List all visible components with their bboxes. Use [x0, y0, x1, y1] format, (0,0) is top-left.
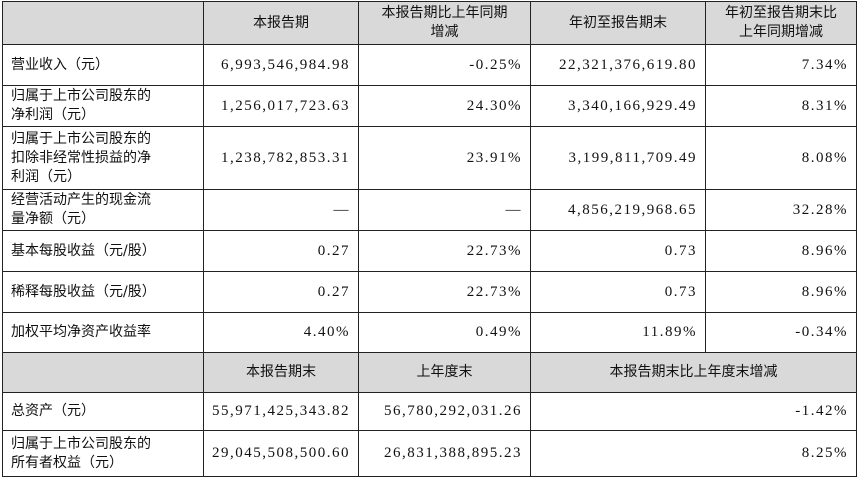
value-cell: 0.27: [203, 230, 359, 272]
text-line: 归属于上市公司股东的: [11, 88, 151, 104]
value-cell: -0.34%: [705, 312, 857, 353]
row-label: 归属于上市公司股东的 净利润（元）: [2, 85, 204, 127]
text-line: 归属于上市公司股东的: [11, 130, 151, 147]
text-line: 净利润（元）: [11, 107, 95, 123]
value-cell: 8.31%: [705, 85, 857, 127]
value-cell: 0.49%: [358, 312, 531, 353]
data-row: 归属于上市公司股东的 扣除非经常性损益的净 利润（元） 1,238,782,853.3…: [2, 126, 857, 190]
row-label: 经营活动产生的现金流 量净额（元）: [2, 189, 204, 231]
header-row: 本报告期 本报告期比上年同期 增减 年初至报告期末 年初至报告期末比 上年同期增减: [2, 1, 857, 45]
data-row: 归属于上市公司股东的 净利润（元） 1,256,017,723.63 24.30% 3,…: [2, 85, 857, 127]
text-line: 利润（元）: [11, 168, 81, 185]
value-cell: 8.25%: [530, 430, 857, 477]
value-cell: 22,321,376,619.80: [530, 44, 706, 86]
value-cell: 3,340,166,929.49: [530, 85, 706, 127]
value-cell: —: [358, 189, 531, 231]
value-cell: 0.27: [203, 271, 359, 313]
value-cell: 3,199,811,709.49: [530, 126, 706, 190]
value-cell: 4,856,219,968.65: [530, 189, 706, 231]
value-cell: 0.73: [530, 271, 706, 313]
value-cell: 1,256,017,723.63: [203, 85, 359, 127]
text-line: 归属于上市公司股东的: [11, 435, 151, 452]
header-row: 本报告期末 上年度末 本报告期末比上年度末增减: [2, 352, 857, 393]
value-cell: 26,831,388,895.23: [358, 430, 531, 477]
text-line: 本报告期比上年同期: [381, 5, 508, 21]
value-cell: -1.42%: [530, 392, 857, 431]
header-cell: 本报告期: [203, 1, 359, 45]
value-cell: 1,238,782,853.31: [203, 126, 359, 190]
data-row: 加权平均净资产收益率 4.40% 0.49% 11.89% -0.34%: [2, 312, 857, 353]
value-cell: 22.73%: [358, 271, 531, 313]
text-line: 加权平均净资产收益率: [11, 324, 151, 340]
data-row: 归属于上市公司股东的 所有者权益（元） 29,045,508,500.60 26,83…: [2, 430, 857, 477]
corner-cell: [2, 1, 204, 45]
row-label: 总资产（元）: [2, 392, 204, 431]
row-label: 基本每股收益（元/股）: [2, 230, 204, 272]
text-line: 总资产（元）: [11, 403, 95, 419]
text-line: 本报告期: [253, 14, 309, 31]
data-row: 总资产（元） 55,971,425,343.82 56,780,292,031.26…: [2, 392, 857, 431]
data-row: 经营活动产生的现金流 量净额（元） — —4,856,219,968.65 32.28%: [2, 189, 857, 231]
row-label: 归属于上市公司股东的 所有者权益（元）: [2, 430, 204, 477]
row-label: 营业收入（元）: [2, 44, 204, 86]
value-cell: 55,971,425,343.82: [203, 392, 359, 431]
value-cell: 6,993,546,984.98: [203, 44, 359, 86]
value-cell: 22.73%: [358, 230, 531, 272]
data-row: 稀释每股收益（元/股） 0.27 22.73% 0.73 8.96%: [2, 271, 857, 313]
value-cell: 8.96%: [705, 230, 857, 272]
corner-cell: [2, 352, 204, 393]
text-line: 年初至报告期末比: [725, 5, 837, 21]
value-cell: —: [203, 189, 359, 231]
text-line: 量净额（元）: [11, 211, 95, 227]
data-row: 基本每股收益（元/股） 0.27 22.73% 0.73 8.96%: [2, 230, 857, 272]
header-cell: 本报告期比上年同期 增减: [358, 1, 531, 45]
value-cell: 7.34%: [705, 44, 857, 86]
text-line: 基本每股收益（元/股）: [11, 242, 156, 259]
value-cell: 8.96%: [705, 271, 857, 313]
row-label: 归属于上市公司股东的 扣除非经常性损益的净 利润（元）: [2, 126, 204, 190]
value-cell: 0.73: [530, 230, 706, 272]
value-cell: 24.30%: [358, 85, 531, 127]
value-cell: 4.40%: [203, 312, 359, 353]
value-cell: -0.25%: [358, 44, 531, 86]
value-cell: 8.08%: [705, 126, 857, 190]
text-line: 扣除非经常性损益的净: [11, 149, 151, 166]
header-cell: 上年度末: [358, 352, 531, 393]
value-cell: 56,780,292,031.26: [358, 392, 531, 431]
value-cell: 29,045,508,500.60: [203, 430, 359, 477]
text-line: 增减: [430, 24, 459, 40]
text-line: 稀释每股收益（元/股）: [11, 283, 156, 300]
row-label: 加权平均净资产收益率: [2, 312, 204, 353]
text-line: 年初至报告期末: [569, 14, 667, 31]
text-line: 上年同期增减: [739, 24, 823, 40]
header-cell: 本报告期末比上年度末增减: [530, 352, 857, 393]
text-line: 经营活动产生的现金流: [11, 192, 151, 208]
text-line: 所有者权益（元）: [11, 454, 123, 471]
header-cell: 年初至报告期末: [530, 1, 706, 45]
row-label: 稀释每股收益（元/股）: [2, 271, 204, 313]
header-cell: 年初至报告期末比 上年同期增减: [705, 1, 857, 45]
header-cell: 本报告期末: [203, 352, 359, 393]
data-row: 营业收入（元） 6,993,546,984.98 -0.25% 22,321,376,…: [2, 44, 857, 86]
value-cell: 23.91%: [358, 126, 531, 190]
text-line: 营业收入（元）: [11, 56, 109, 73]
value-cell: 32.28%: [705, 189, 857, 231]
value-cell: 11.89%: [530, 312, 706, 353]
